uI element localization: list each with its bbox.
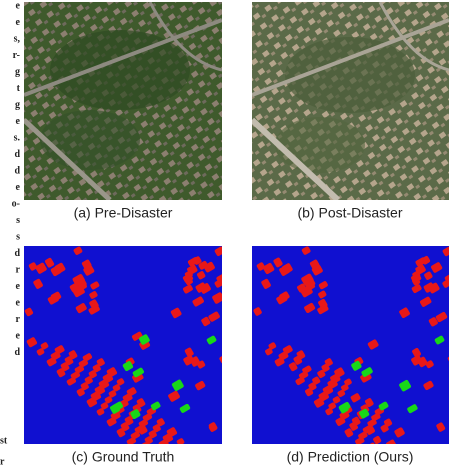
segment-blob: [196, 458, 206, 468]
margin-fragment: s: [16, 215, 20, 226]
margin-fragment: e: [16, 0, 21, 11]
margin-fragment: s,: [14, 33, 21, 44]
caption: (c) Ground Truth: [72, 449, 175, 465]
pre-disaster-image: [24, 2, 222, 200]
margin-fragment: e: [16, 281, 21, 292]
margin-fragment: r: [0, 456, 5, 467]
margin-fragment: s.: [14, 132, 21, 143]
figure: (a) Pre-Disaster (b) Post-Disaster (c) G…: [0, 0, 449, 468]
margin-fragment: r-: [13, 50, 20, 61]
margin-fragment: e: [16, 330, 21, 341]
margin-fragment: g: [15, 66, 20, 77]
ground-truth-map: [24, 246, 230, 468]
margin-fragment: d: [14, 149, 20, 160]
post-disaster-image: [252, 2, 449, 200]
margin-fragment: t: [17, 83, 21, 94]
margin-fragment: d: [14, 347, 20, 358]
margin-fragment: st: [0, 435, 8, 446]
margin-fragment: e: [16, 17, 21, 28]
margin-fragment: e: [16, 116, 21, 127]
margin-fragment: e: [16, 297, 21, 308]
margin-fragment: s: [16, 231, 20, 242]
margin-fragment: r: [16, 314, 21, 325]
margin-fragment: d: [14, 165, 20, 176]
margin-fragment: g: [15, 99, 20, 110]
segment-blob: [182, 453, 193, 464]
margin-fragment: o-: [12, 198, 20, 209]
caption: (d) Prediction (Ours): [287, 449, 414, 465]
caption: (b) Post-Disaster: [297, 205, 402, 221]
prediction-map: [252, 246, 449, 468]
segment-blob: [423, 458, 433, 468]
caption: (a) Pre-Disaster: [74, 205, 173, 221]
segment-blob: [186, 447, 197, 458]
margin-fragment: r: [16, 264, 21, 275]
margin-fragment: d: [14, 248, 20, 259]
margin-fragment: e: [16, 182, 21, 193]
